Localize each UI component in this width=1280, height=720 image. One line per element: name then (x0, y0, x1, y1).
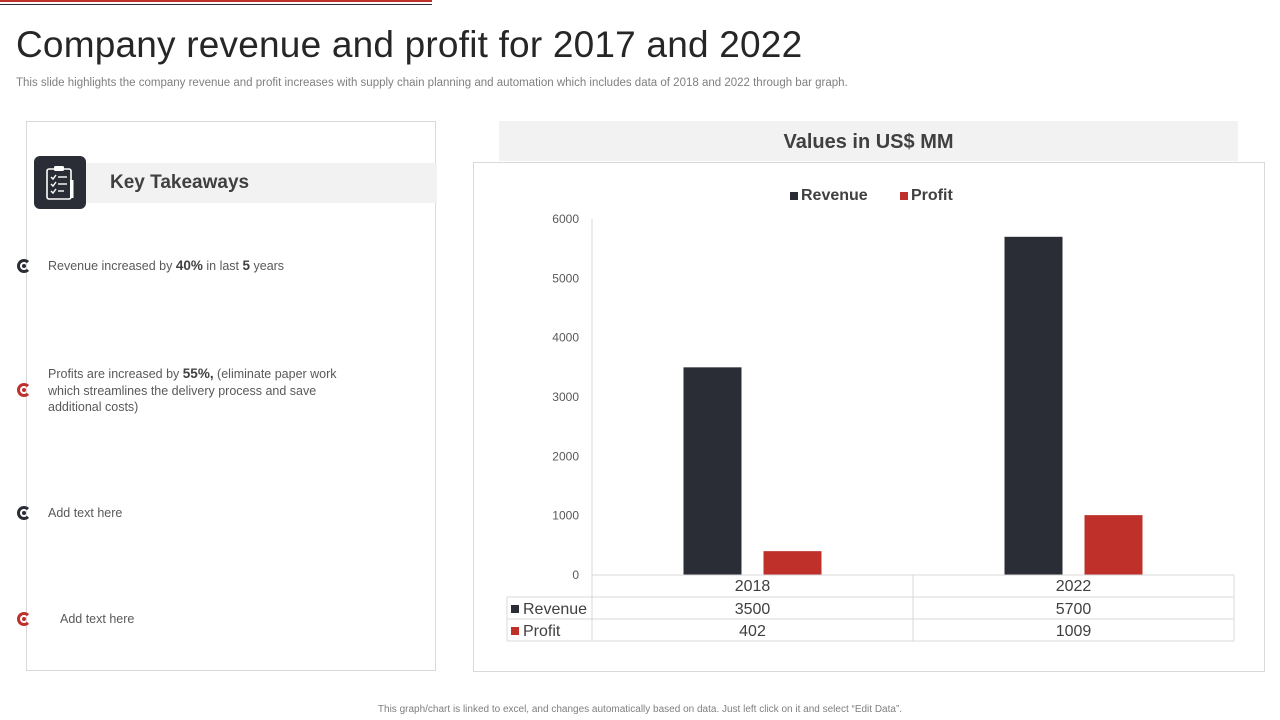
table-swatch-revenue (511, 605, 519, 613)
table-series-label: Profit (523, 623, 561, 640)
chart-header: Values in US$ MM (499, 121, 1238, 161)
y-tick-label: 2000 (552, 449, 579, 463)
takeaway-bullet-3 (17, 506, 31, 520)
table-value: 3500 (735, 601, 771, 618)
table-swatch-profit (511, 627, 519, 635)
takeaway-bullet-4 (17, 612, 31, 626)
y-tick-label: 6000 (552, 212, 579, 226)
takeaway-text-4: Add text here (60, 612, 135, 626)
table-value: 5700 (1056, 601, 1092, 618)
takeaway-bullet-2 (17, 383, 31, 397)
y-tick-label: 3000 (552, 390, 579, 404)
x-category-label: 2022 (1056, 578, 1092, 595)
takeaway-text-2: Profits are increased by 55%, (eliminate… (48, 366, 337, 414)
table-series-label: Revenue (523, 601, 587, 618)
top-accent-dark-line (0, 4, 432, 5)
key-takeaways-header-bar (34, 163, 437, 203)
y-tick-label: 5000 (552, 271, 579, 285)
y-tick-label: 4000 (552, 331, 579, 345)
bar-profit-2018 (763, 551, 822, 575)
top-accent-red-line (0, 0, 432, 2)
table-value: 1009 (1056, 623, 1092, 640)
footer-note: This graph/chart is linked to excel, and… (377, 704, 903, 715)
takeaway-text-3: Add text here (48, 506, 123, 520)
legend-swatch-profit (900, 192, 908, 200)
chart-frame: 0 1000 2000 3000 4000 5000 6000 Revenue Profit 20… (473, 162, 1265, 672)
legend-label-revenue: Revenue (801, 187, 868, 204)
bar-revenue-2022 (1004, 236, 1063, 576)
takeaway-bullet-1 (17, 259, 31, 273)
page-title: Company revenue and profit for 2017 and … (16, 24, 803, 65)
clipboard-checklist-icon (34, 156, 86, 209)
takeaway-text-1: Revenue increased by 40% in last 5 years (48, 258, 285, 273)
bar-revenue-2018 (683, 367, 742, 575)
y-tick-label: 1000 (552, 509, 579, 523)
bar-chart: 0 1000 2000 3000 4000 5000 6000 Revenue Profit 20… (506, 187, 1235, 642)
key-takeaways-heading: Key Takeaways (110, 172, 250, 193)
page-subtitle: This slide highlights the company revenu… (16, 77, 848, 89)
legend-label-profit: Profit (911, 187, 953, 204)
bar-profit-2022 (1084, 515, 1143, 575)
x-category-label: 2018 (735, 578, 771, 595)
y-tick-label: 0 (572, 568, 579, 582)
legend-swatch-revenue (790, 192, 798, 200)
table-value: 402 (739, 623, 766, 640)
